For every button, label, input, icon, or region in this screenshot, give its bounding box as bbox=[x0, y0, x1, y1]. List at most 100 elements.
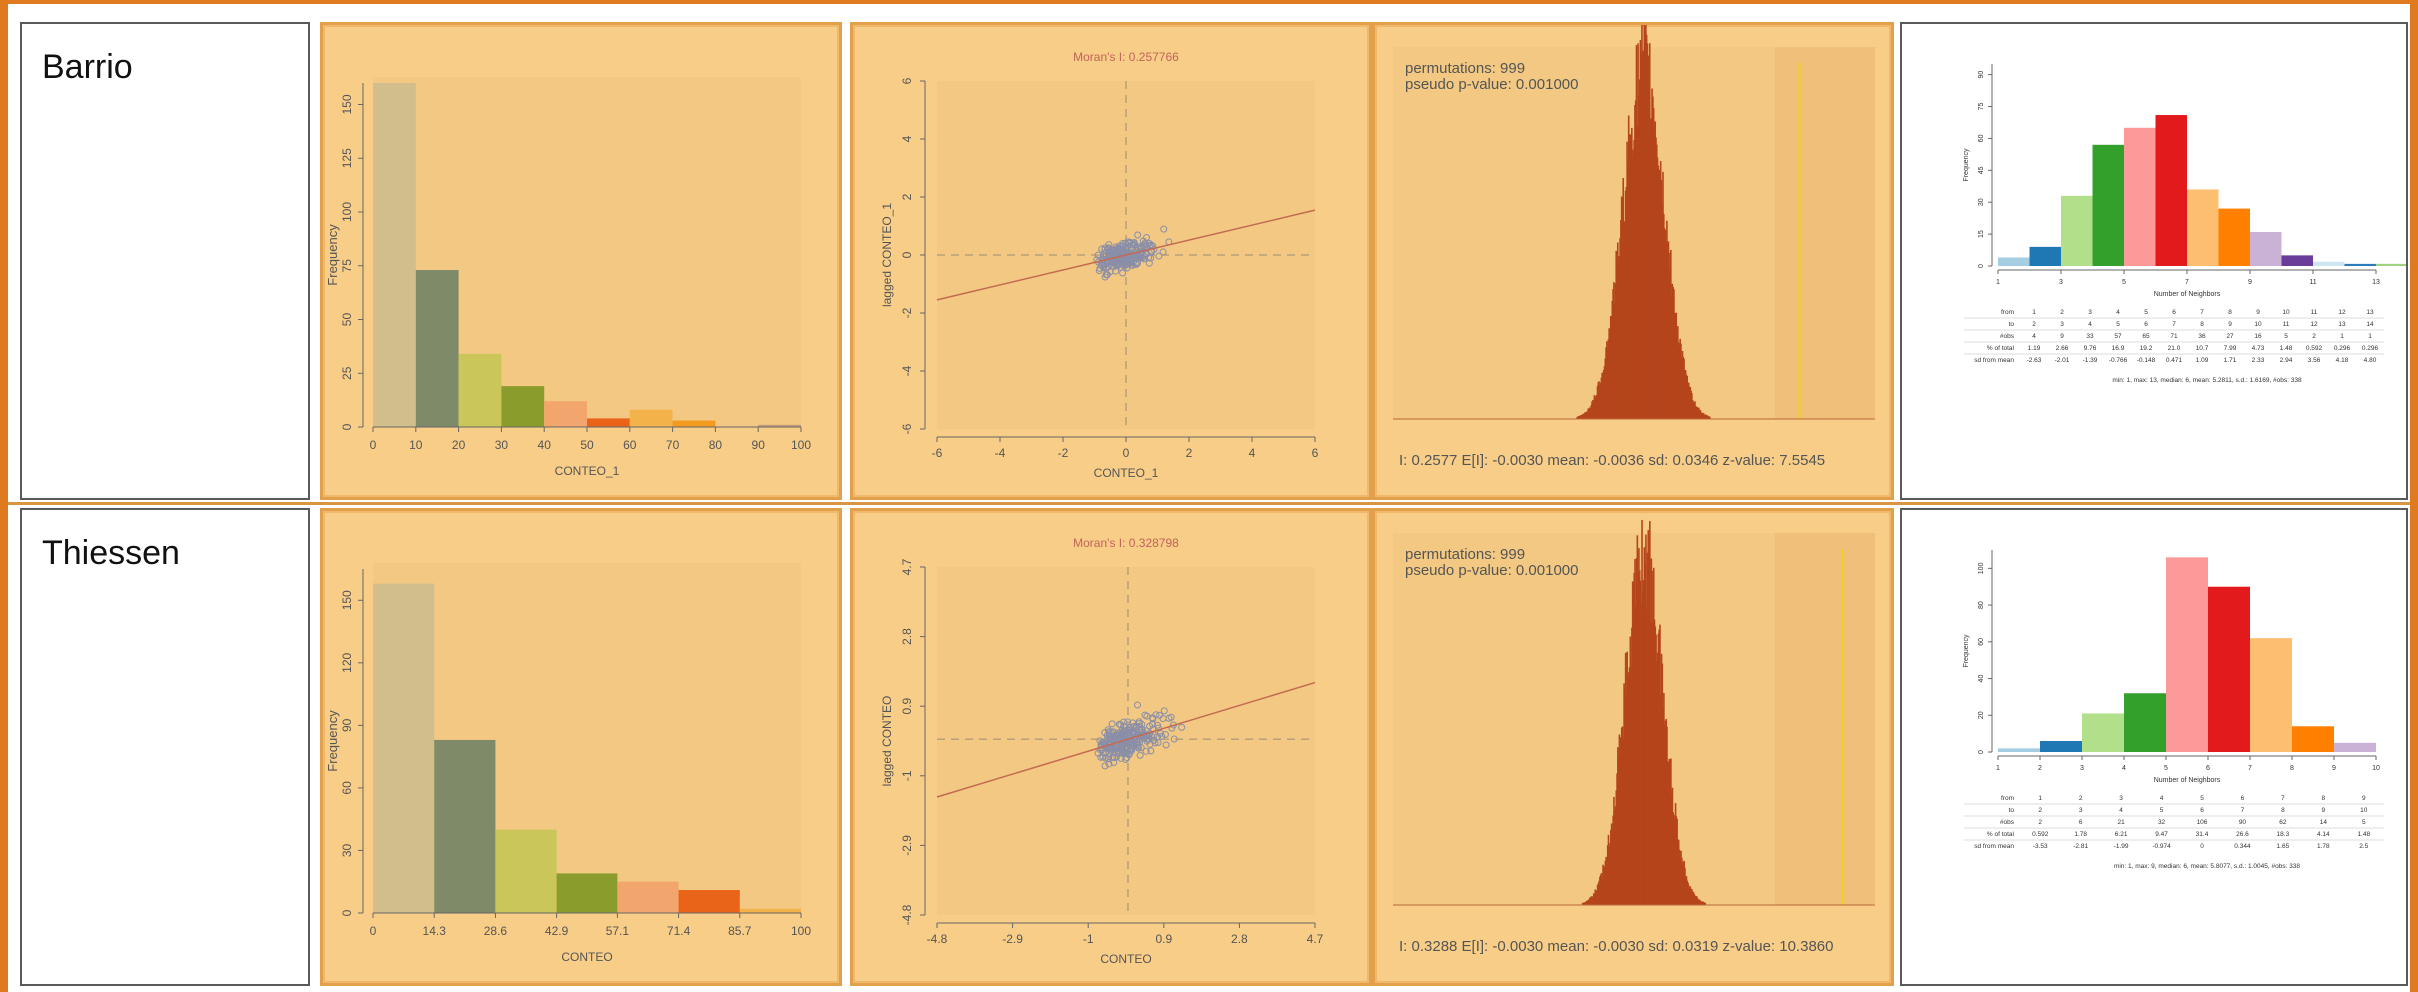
table-cell: 1.78 bbox=[2317, 843, 2330, 850]
table-cell: -0.766 bbox=[2109, 357, 2128, 364]
x-tick-label: 100 bbox=[791, 924, 811, 938]
x-tick-label: 4 bbox=[1249, 446, 1256, 460]
scatter-point bbox=[1125, 729, 1133, 737]
x-tick-label: 2 bbox=[1186, 446, 1193, 460]
y-tick-label: 2.8 bbox=[900, 628, 914, 645]
table-cell: 3 bbox=[2119, 795, 2123, 802]
table-cell: 8 bbox=[2228, 309, 2232, 316]
table-cell: -0.148 bbox=[2137, 357, 2156, 364]
x-axis-label: Number of Neighbors bbox=[2154, 291, 2221, 298]
x-tick-label: 1 bbox=[1996, 279, 2000, 286]
table-cell: -1.99 bbox=[2114, 843, 2129, 850]
scatter-point bbox=[1138, 726, 1146, 734]
table-cell: 9 bbox=[2256, 309, 2260, 316]
scatter-point bbox=[1134, 701, 1142, 709]
table-cell: 7.99 bbox=[2224, 345, 2237, 352]
table-cell: 2.5 bbox=[2359, 843, 2368, 850]
scatter-point bbox=[1094, 749, 1102, 757]
neighbor-bar bbox=[2376, 263, 2406, 266]
table-cell: 2 bbox=[2032, 321, 2036, 328]
table-cell: 12 bbox=[2338, 309, 2346, 316]
table-cell: 5 bbox=[2200, 795, 2204, 802]
scatter-point bbox=[1128, 261, 1136, 269]
y-tick-label: 60 bbox=[340, 781, 354, 795]
x-tick-label: 71.4 bbox=[667, 924, 691, 938]
x-tick-label: 2.8 bbox=[1231, 932, 1248, 946]
neighbor-bar bbox=[2166, 557, 2208, 752]
table-cell: 3.56 bbox=[2308, 357, 2321, 364]
table-cell: 4.14 bbox=[2317, 831, 2330, 838]
table-cell: 12 bbox=[2310, 321, 2318, 328]
scatter-point bbox=[1148, 247, 1156, 255]
scatter-point bbox=[1115, 720, 1123, 728]
scatter-point bbox=[1124, 718, 1132, 726]
histogram-bar bbox=[434, 739, 496, 913]
scatter-point bbox=[1123, 726, 1131, 734]
table-cell: 6 bbox=[2079, 819, 2083, 826]
y-tick-label: 60 bbox=[1978, 638, 1985, 646]
table-cell: 26.6 bbox=[2236, 831, 2249, 838]
row-label-cell: Barrio bbox=[20, 22, 310, 500]
y-tick-label: 60 bbox=[1978, 134, 1985, 142]
x-axis-label: CONTEO bbox=[561, 950, 612, 964]
scatter-point bbox=[1145, 254, 1153, 262]
table-cell: 6 bbox=[2172, 309, 2176, 316]
scatter-point bbox=[1119, 239, 1127, 247]
x-tick-label: 5 bbox=[2164, 765, 2168, 772]
table-cell: 3 bbox=[2079, 807, 2083, 814]
scatter-point bbox=[1145, 735, 1153, 743]
moran-scatter-chart: Moran's I: 0.257766 -6 -4 -2 0 2 4 6 -6 -4 -2 0 2 4 6 C… bbox=[880, 50, 1319, 480]
table-cell: 0 bbox=[2200, 843, 2204, 850]
table-cell: 6 bbox=[2200, 807, 2204, 814]
scatter-point bbox=[1149, 720, 1157, 728]
y-tick-label: 90 bbox=[1978, 71, 1985, 79]
x-tick-label: 60 bbox=[623, 438, 637, 452]
scatter-point bbox=[1099, 749, 1107, 757]
table-cell: 65 bbox=[2142, 333, 2150, 340]
table-cell: -3.53 bbox=[2033, 843, 2048, 850]
table-summary: min: 1, max: 9, median: 6, mean: 5.8077,… bbox=[2114, 863, 2300, 870]
table-cell: 2 bbox=[2038, 819, 2042, 826]
regression-line bbox=[936, 681, 1316, 798]
table-cell: 4 bbox=[2088, 321, 2092, 328]
annotation-permutations: permutations: 999 bbox=[1405, 546, 1525, 563]
table-row-name: to bbox=[2009, 321, 2015, 328]
y-tick-label: 25 bbox=[340, 366, 354, 380]
histogram-bar bbox=[672, 420, 716, 427]
row-thiessen: Thiessen 0 14.3 28.6 42.9 57.1 71.4 85.7 100 0 30… bbox=[20, 508, 2408, 986]
x-tick-label: 2 bbox=[2038, 765, 2042, 772]
y-tick-label: -2 bbox=[900, 307, 914, 318]
scatter-point bbox=[1094, 251, 1102, 259]
y-tick-label: 0 bbox=[900, 251, 914, 258]
table-cell: 16.9 bbox=[2112, 345, 2125, 352]
table-cell: 0.471 bbox=[2166, 357, 2183, 364]
neighbor-bar bbox=[2334, 742, 2376, 752]
neighbor-bar bbox=[2250, 231, 2282, 266]
table-cell: 13 bbox=[2366, 309, 2374, 316]
y-tick-label: 150 bbox=[340, 590, 354, 610]
x-tick-label: -4.8 bbox=[927, 932, 948, 946]
histogram-bar bbox=[629, 409, 673, 427]
x-tick-label: 85.7 bbox=[728, 924, 752, 938]
y-axis-label: Frequency bbox=[325, 224, 340, 286]
scatter-point bbox=[1105, 760, 1113, 768]
histogram-bar bbox=[373, 583, 435, 913]
table-cell: 2 bbox=[2312, 333, 2316, 340]
table-cell: 21 bbox=[2117, 819, 2125, 826]
annotation-p-value: pseudo p-value: 0.001000 bbox=[1405, 76, 1578, 93]
scatter-point bbox=[1156, 711, 1164, 719]
y-tick-label: 2 bbox=[900, 193, 914, 200]
x-tick-label: 40 bbox=[538, 438, 552, 452]
annotation-permutations: permutations: 999 bbox=[1405, 60, 1525, 77]
scatter-point bbox=[1160, 707, 1168, 715]
scatter-point bbox=[1113, 261, 1121, 269]
x-tick-label: 4 bbox=[2122, 765, 2126, 772]
histogram-bar bbox=[715, 424, 759, 427]
neighbor-bar bbox=[2029, 246, 2061, 266]
x-tick-label: 3 bbox=[2080, 765, 2084, 772]
y-tick-label: 20 bbox=[1978, 711, 1985, 719]
scatter-point bbox=[1110, 758, 1118, 766]
x-axis-label: CONTEO_1 bbox=[1094, 466, 1159, 480]
histogram-chart: 0 10 20 30 40 50 60 70 80 90 100 0 25 50 75 100 125 150 CO… bbox=[325, 77, 811, 478]
x-tick-label: 0 bbox=[370, 924, 377, 938]
